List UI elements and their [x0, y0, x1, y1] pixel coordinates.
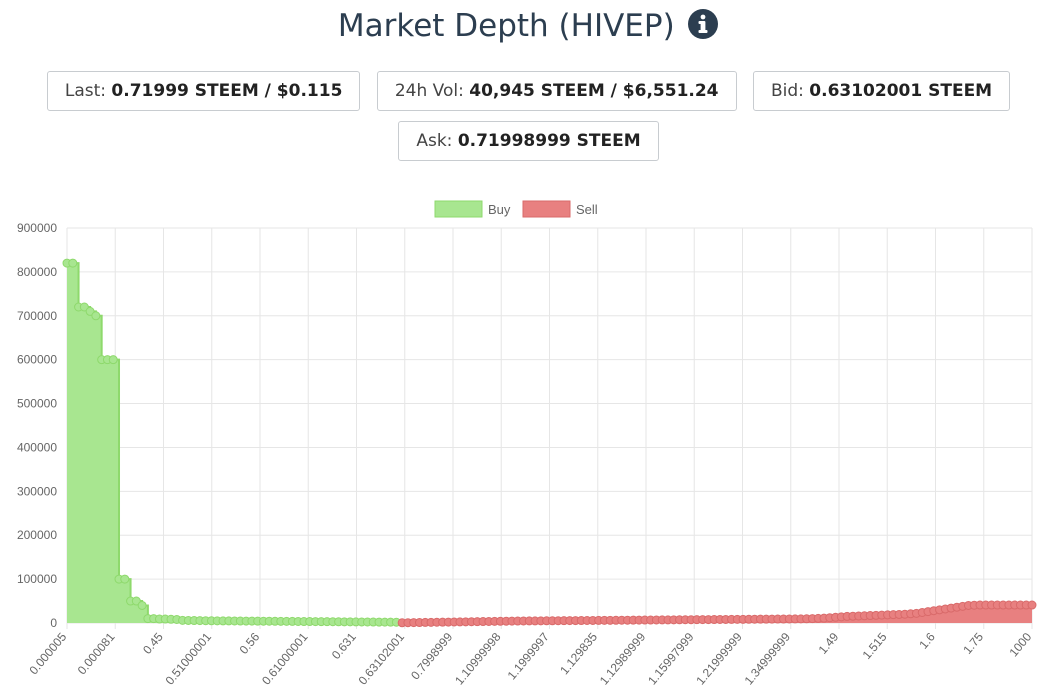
ask-value: 0.71998999 STEEM: [457, 131, 641, 151]
y-axis: 0 100000 200000 300000 400000 500000 600000 700…: [17, 221, 57, 630]
y-tick-label: 900000: [17, 221, 57, 235]
buy-point: [68, 258, 78, 268]
market-depth-chart: 0 100000 200000 300000 400000 500000 600000 700…: [17, 200, 1037, 688]
x-tick-label: 1000: [1006, 630, 1034, 660]
x-tick-label: 1.34999999: [742, 630, 794, 688]
x-tick-label: 0.000005: [26, 630, 69, 678]
last-value: 0.71999 STEEM / $0.115: [111, 81, 343, 101]
last-price-box: Last: 0.71999 STEEM / $0.115: [46, 71, 361, 111]
buy-point: [91, 311, 101, 321]
chart-points: [62, 258, 1037, 628]
page-title: Market Depth (HIVEP): [337, 8, 675, 44]
x-tick-label: 1.12989999: [597, 630, 649, 688]
x-tick-label: 1.75: [960, 630, 986, 657]
x-tick-label: 1.1999997: [505, 630, 552, 683]
y-tick-label: 500000: [17, 397, 57, 411]
sell-point: [1027, 600, 1037, 610]
x-tick-label: 1.515: [860, 630, 890, 662]
buy-point: [108, 355, 118, 365]
x-tick-label: 1.49: [816, 630, 842, 657]
legend-label-sell: Sell: [576, 202, 598, 217]
buy-point: [120, 574, 130, 584]
info-circle-icon[interactable]: [687, 8, 719, 40]
legend-swatch-buy: [434, 200, 483, 218]
legend-label-buy: Buy: [488, 202, 511, 217]
y-tick-label: 800000: [17, 265, 57, 279]
y-tick-label: 200000: [17, 528, 57, 542]
x-tick-label: 1.10999998: [452, 630, 504, 688]
ask-box: Ask: 0.71998999 STEEM: [398, 121, 659, 161]
bid-box: Bid: 0.63102001 STEEM: [752, 71, 1011, 111]
volume-label: 24h Vol:: [394, 81, 464, 101]
title-row: Market Depth (HIVEP): [0, 8, 1057, 44]
y-tick-label: 600000: [17, 353, 57, 367]
x-axis: 0.000005 0.000081 0.450.51000001 0.560.6100…: [26, 630, 1034, 688]
x-tick-label: 0.7998999: [408, 630, 455, 683]
x-tick-label: 0.631: [329, 630, 359, 662]
y-tick-label: 100000: [17, 572, 57, 586]
chart-grid: [66, 227, 1033, 629]
buy-point: [137, 600, 147, 610]
y-tick-label: 300000: [17, 484, 57, 498]
x-tick-label: 1.129835: [557, 630, 600, 678]
x-tick-label: 1.6: [916, 630, 938, 652]
x-tick-label: 0.51000001: [163, 630, 215, 688]
volume-value: 40,945 STEEM / $6,551.24: [469, 81, 719, 101]
x-tick-label: 0.56: [237, 630, 263, 657]
x-tick-label: 0.45: [140, 630, 166, 657]
legend-swatch-sell: [522, 200, 571, 218]
x-tick-label: 0.61000001: [259, 630, 311, 688]
stats-row-1: Last: 0.71999 STEEM / $0.115 24h Vol: 40…: [0, 71, 1057, 111]
x-tick-label: 0.000081: [75, 630, 118, 678]
x-tick-label: 0.63102001: [356, 630, 408, 688]
bid-label: Bid:: [770, 81, 804, 101]
chart-legend: Buy Sell: [434, 200, 598, 218]
buy-area: [67, 263, 397, 623]
ask-label: Ask:: [416, 131, 453, 151]
y-tick-label: 400000: [17, 440, 57, 454]
last-label: Last:: [64, 81, 107, 101]
bid-value: 0.63102001 STEEM: [809, 81, 993, 101]
x-tick-label: 1.21999999: [693, 630, 745, 688]
stats-row-2: Ask: 0.71998999 STEEM: [0, 121, 1057, 161]
volume-box: 24h Vol: 40,945 STEEM / $6,551.24: [376, 71, 737, 111]
y-tick-label: 700000: [17, 309, 57, 323]
y-tick-label: 0: [50, 616, 57, 630]
x-tick-label: 1.15997999: [645, 630, 697, 688]
